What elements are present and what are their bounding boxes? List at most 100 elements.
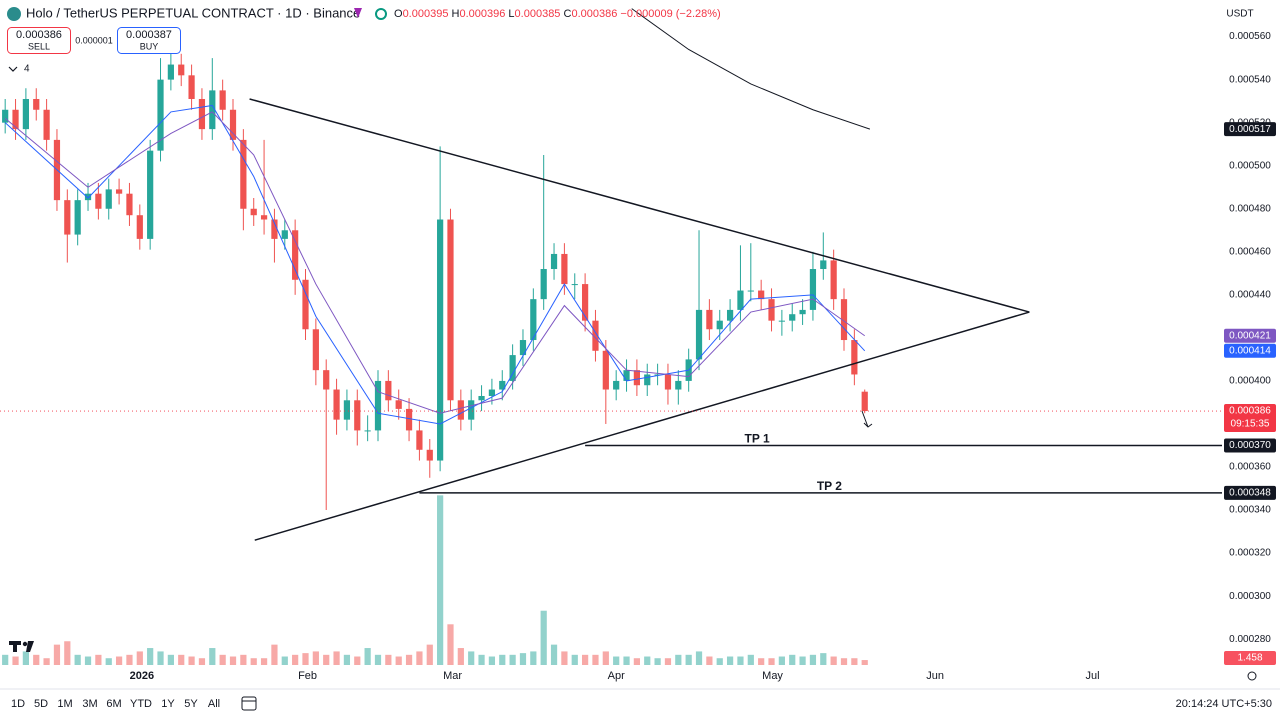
candle-body (84, 193, 92, 201)
candle-body (695, 309, 703, 360)
range-button[interactable]: 6M (106, 698, 121, 710)
volume-bar (851, 658, 858, 665)
volume-bar (147, 648, 154, 665)
target-label: TP 2 (817, 479, 842, 493)
volume-bar (488, 656, 496, 665)
volume-bar (613, 656, 620, 665)
range-button[interactable]: 1M (57, 698, 72, 710)
tv-logo (9, 641, 34, 652)
candle-body (716, 320, 723, 330)
candle-body (571, 284, 578, 286)
candle-body (22, 98, 29, 130)
candle-body (157, 79, 164, 151)
x-tick-label: Jun (926, 670, 944, 682)
volume-bar (778, 656, 785, 665)
volume-bar (799, 656, 806, 665)
price-tag (1224, 438, 1276, 453)
volume-bar (312, 651, 319, 665)
buy-button[interactable] (117, 27, 181, 54)
logo-part (26, 641, 34, 652)
candle-body (2, 109, 9, 123)
volume-bar (499, 654, 506, 665)
volume-bar (53, 644, 61, 665)
candle-body (488, 389, 496, 396)
range-button[interactable]: 1D (11, 698, 25, 710)
volume-bar (405, 654, 413, 665)
range-button[interactable]: 1Y (161, 698, 175, 710)
candle-body (809, 269, 817, 310)
candle-body (592, 320, 599, 351)
volume-bar (22, 651, 29, 665)
range-button[interactable]: 5Y (184, 698, 198, 710)
calendar-icon[interactable] (241, 696, 257, 711)
currency[interactable]: USDT (1226, 9, 1253, 20)
candle-body (613, 380, 620, 390)
y-tick-label: 0.000560 (1229, 31, 1271, 42)
x-tick-label: Feb (298, 670, 317, 682)
volume-bar (333, 651, 340, 665)
sell-button[interactable] (7, 27, 71, 54)
candle-body (623, 370, 630, 381)
candle-body (478, 395, 485, 401)
volume-bar (758, 658, 765, 665)
ohlc-label: C (564, 8, 572, 20)
volume-bar (33, 654, 40, 665)
candle-body (95, 193, 102, 209)
volume-bar (2, 654, 9, 665)
candle-body (147, 150, 154, 239)
candle-body (219, 90, 226, 110)
candle-body (333, 389, 340, 420)
ohlc-value: 0.000396 (459, 8, 505, 20)
candle-body (354, 400, 361, 431)
volume-bar (229, 656, 237, 665)
volume-bar (809, 654, 817, 665)
volume-bar (468, 651, 475, 665)
volume-bar (654, 658, 661, 665)
ohlc-label: L (508, 8, 514, 20)
candle-body (706, 309, 713, 330)
candle-body (499, 380, 506, 390)
volume-bar (644, 656, 651, 665)
collapse-chevron[interactable] (8, 66, 18, 72)
candle-body (561, 253, 568, 285)
candle-body (602, 350, 609, 390)
volume-bar (789, 654, 796, 665)
buy-label[interactable]: BUY (140, 41, 159, 51)
candle-body (229, 109, 237, 140)
candle-body (281, 230, 288, 239)
candle-body (437, 219, 444, 461)
logo-part (13, 641, 17, 652)
y-tick-label: 0.000320 (1229, 548, 1271, 559)
candle-body (385, 380, 392, 401)
candle-body (851, 340, 858, 375)
volume-bar (12, 656, 19, 665)
candle-body (136, 215, 143, 239)
candle-body (12, 109, 19, 130)
range-button[interactable]: All (208, 698, 220, 710)
candle-body (530, 299, 537, 341)
buy-price[interactable]: 0.000387 (126, 29, 172, 41)
volume-bar (540, 610, 547, 665)
indicator-count[interactable]: 4 (24, 64, 30, 75)
candle-body (447, 219, 454, 401)
settings-icon[interactable] (1247, 671, 1257, 681)
candle-body (726, 309, 734, 321)
sell-price[interactable]: 0.000386 (16, 29, 62, 41)
candle-body (302, 279, 309, 330)
volume-bar (509, 654, 516, 665)
range-button[interactable]: 5D (34, 698, 48, 710)
volume-bar (582, 654, 589, 665)
sell-label[interactable]: SELL (28, 41, 50, 51)
volume-bar (157, 651, 164, 665)
volume-bar (840, 658, 848, 665)
candle-body (209, 90, 216, 130)
range-button[interactable]: YTD (130, 698, 152, 710)
candle-body (405, 408, 413, 431)
volume-bar (861, 660, 868, 665)
moving-average (4, 104, 866, 425)
candle-body (457, 400, 464, 420)
candle-body (768, 299, 775, 321)
range-button[interactable]: 3M (82, 698, 97, 710)
candle-body (426, 449, 433, 461)
volume-bar (178, 654, 185, 665)
